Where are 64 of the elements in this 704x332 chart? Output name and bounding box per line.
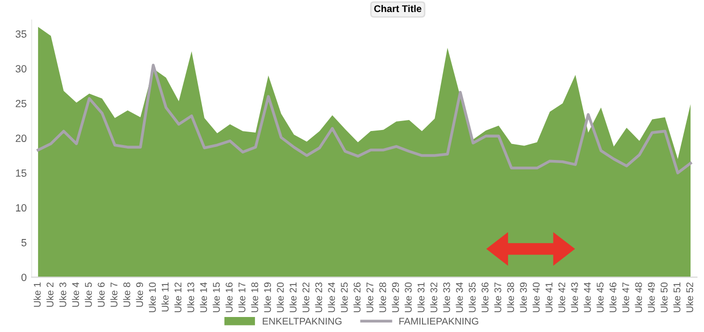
x-tick-label: Uke 26 [353,282,361,312]
x-tick-label: Uke 15 [212,282,220,312]
x-tick-label: Uke 11 [161,282,169,312]
x-tick-label: Uke 17 [238,282,246,312]
x-tick-label: Uke 38 [506,282,514,312]
x-tick-label: Uke 44 [584,282,591,312]
x-tick-label: Uke 25 [340,282,348,312]
x-tick-label: Uke 39 [520,282,527,312]
x-tick-label: Uke 3 [59,282,66,307]
x-tick-label: Uke 22 [302,282,310,312]
legend-label: FAMILIEPAKNING [399,318,478,325]
x-tick-label: Uke 45 [596,282,604,312]
x-tick-label: Uke 30 [404,282,412,312]
x-tick-label: Uke 49 [648,282,655,312]
x-tick-label: Uke 37 [494,282,502,312]
y-tick-label: 15 [16,170,26,177]
x-tick-label: Uke 34 [456,282,463,312]
x-tick-label: Uke 12 [174,282,182,312]
x-tick-label: Uke 43 [570,282,578,312]
x-tick-label: Uke 24 [328,282,335,312]
x-tick-label: Uke 6 [98,282,105,307]
y-tick-label: 0 [21,274,26,282]
x-tick-label: Uke 20 [276,282,284,312]
x-tick-label: Uke 42 [558,282,566,312]
x-tick-label: Uke 35 [468,282,476,312]
y-tick-label: 10 [16,204,26,212]
x-tick-label: Uke 52 [686,282,694,312]
x-tick-label: Uke 41 [545,282,552,312]
y-tick-label: 5 [21,239,26,246]
x-tick-label: Uke 10 [148,282,156,312]
x-tick-label: Uke 40 [532,282,540,312]
x-tick-label: Uke 48 [634,282,642,312]
x-tick-label: Uke 14 [200,282,208,312]
x-tick-label: Uke 18 [251,282,258,312]
line-series [36,64,692,174]
x-tick-label: Uke 33 [442,282,450,312]
x-tick-label: Uke 32 [430,282,438,312]
x-tick-label: Uke 28 [378,282,386,312]
x-tick-label: Uke 1 [34,282,41,307]
x-tick-label: Uke 21 [289,282,297,312]
x-tick-label: Uke 23 [315,282,322,312]
y-tick-label: 25 [16,100,26,108]
x-tick-label: Uke 29 [392,282,399,312]
x-tick-label: Uke 50 [660,282,668,312]
x-tick-label: Uke 27 [366,282,374,312]
x-tick-label: Uke 51 [673,282,680,312]
x-tick-label: Uke 19 [264,282,271,312]
y-tick-label: 35 [16,30,26,38]
x-tick-label: Uke 46 [609,282,616,312]
x-tick-label: Uke 36 [481,282,488,312]
x-tick-label: Uke 31 [417,282,424,312]
x-tick-label: Uke 16 [225,282,233,312]
x-tick-label: Uke 13 [187,282,194,312]
x-tick-label: Uke 7 [110,282,118,307]
x-tick-label: Uke 5 [84,282,92,307]
x-tick-label: Uke 2 [46,282,54,307]
x-tick-label: Uke 4 [72,282,80,307]
chart-title: Chart Title [374,4,422,12]
legend-label: ENKELTPAKNING [262,318,342,325]
x-tick-label: Uke 47 [622,282,630,312]
x-tick-label: Uke 9 [136,282,144,307]
y-tick-label: 30 [16,65,26,72]
y-tick-label: 20 [16,134,26,142]
x-tick-label: Uke 8 [123,282,130,307]
